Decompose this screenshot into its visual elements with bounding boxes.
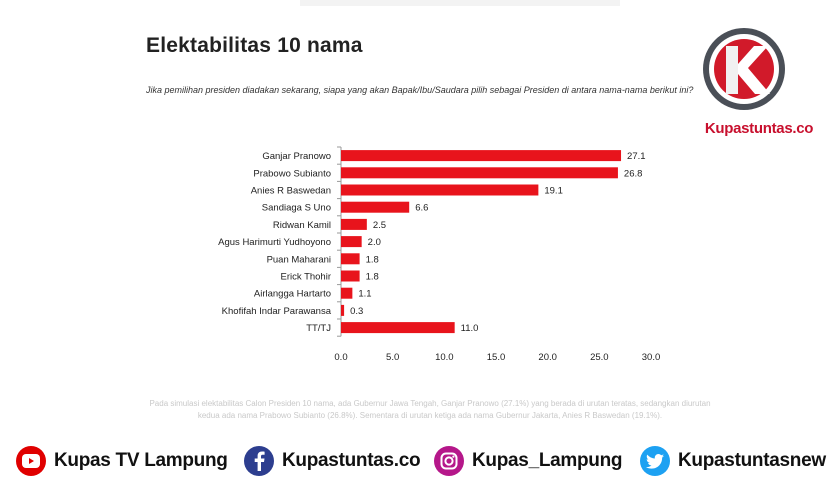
instagram-icon: [434, 446, 464, 476]
value-label: 2.0: [368, 237, 381, 248]
value-label: 6.6: [415, 203, 428, 214]
category-label: Ridwan Kamil: [273, 220, 331, 231]
social-footer: Kupas TV Lampung Kupastuntas.co Kupas_La…: [0, 440, 840, 484]
bar: [341, 236, 362, 248]
footnote-text: Pada simulasi elektabilitas Calon Presid…: [149, 399, 711, 420]
social-twitter[interactable]: Kupastuntasnew: [640, 445, 826, 477]
category-label: Sandiaga S Uno: [262, 203, 331, 214]
value-label: 1.1: [358, 289, 371, 300]
bar: [341, 287, 353, 299]
bar: [341, 201, 410, 213]
brand-name: Kupastuntas.co: [704, 120, 814, 137]
bar: [341, 218, 367, 230]
x-tick-label: 10.0: [435, 352, 454, 363]
category-label: Agus Harimurti Yudhoyono: [218, 237, 331, 248]
survey-question: Jika pemilihan presiden diadakan sekaran…: [146, 85, 694, 95]
category-label: Puan Maharani: [267, 254, 331, 265]
value-label: 27.1: [627, 151, 646, 162]
social-label: Kupas_Lampung: [472, 450, 623, 471]
category-label: Erick Thohir: [280, 272, 331, 283]
social-instagram[interactable]: Kupas_Lampung: [434, 445, 623, 477]
value-label: 26.8: [624, 168, 643, 179]
social-label: Kupas TV Lampung: [54, 450, 228, 471]
value-label: 2.5: [373, 220, 386, 231]
bar-chart: Ganjar Pranowo 27.1 Prabowo Subianto 26.8 An…: [218, 146, 661, 363]
top-blur-strip: [300, 0, 620, 6]
category-label: Airlangga Hartarto: [254, 289, 331, 300]
category-label: Anies R Baswedan: [251, 186, 331, 197]
x-tick-label: 20.0: [538, 352, 557, 363]
bar: [341, 270, 360, 282]
category-label: Ganjar Pranowo: [262, 151, 331, 162]
bar: [341, 167, 618, 179]
category-label: TT/TJ: [306, 323, 331, 334]
k-logo-icon: [703, 28, 785, 110]
x-tick-label: 25.0: [590, 352, 609, 363]
brand-logo: Kupastuntas.co: [686, 24, 836, 144]
youtube-icon: [16, 446, 46, 476]
facebook-icon: [244, 446, 274, 476]
bar: [341, 150, 622, 162]
x-tick-label: 15.0: [487, 352, 506, 363]
bar: [341, 322, 455, 334]
bar: [341, 253, 360, 265]
category-label: Prabowo Subianto: [253, 168, 331, 179]
x-tick-label: 30.0: [642, 352, 661, 363]
social-label: Kupastuntasnew: [678, 450, 826, 471]
chart-title: Elektabilitas 10 nama: [146, 34, 363, 57]
category-label: Khofifah Indar Parawansa: [222, 306, 332, 317]
social-youtube[interactable]: Kupas TV Lampung: [16, 445, 228, 477]
social-facebook[interactable]: Kupastuntas.co: [244, 445, 421, 477]
value-label: 19.1: [544, 186, 563, 197]
x-tick-label: 5.0: [386, 352, 399, 363]
twitter-icon: [640, 446, 670, 476]
value-label: 1.8: [366, 272, 379, 283]
bar: [341, 304, 345, 316]
value-label: 1.8: [366, 254, 379, 265]
social-label: Kupastuntas.co: [282, 450, 421, 471]
bar: [341, 184, 539, 196]
value-label: 11.0: [461, 323, 479, 334]
value-label: 0.3: [350, 306, 363, 317]
x-tick-label: 0.0: [334, 352, 347, 363]
